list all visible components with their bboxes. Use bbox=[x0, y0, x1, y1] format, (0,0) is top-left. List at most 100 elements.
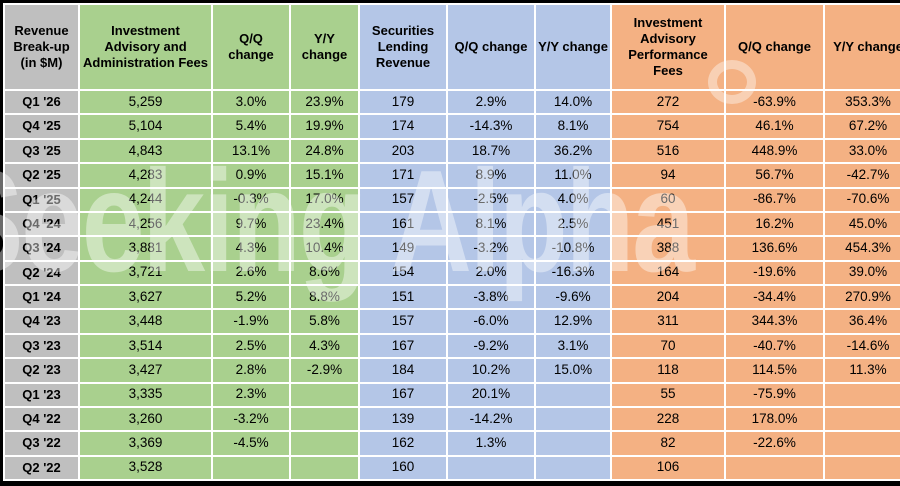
quarter-label: Q3 '24 bbox=[5, 237, 78, 260]
perf-fees-yy-change bbox=[825, 407, 900, 431]
quarter-label: Q4 '25 bbox=[5, 115, 78, 138]
table-row: Q3 '25 4,843 13.1% 24.8% 203 18.7% 36.2% 516 448… bbox=[5, 139, 900, 163]
iaa-fees-value: 3,721 bbox=[80, 261, 211, 284]
sec-lending-qq-change: -14.2% bbox=[448, 407, 534, 431]
perf-fees-qq-change: 56.7% bbox=[726, 164, 823, 187]
iaa-fees-qq-change: 9.7% bbox=[213, 212, 289, 236]
perf-fees-qq-change: -22.6% bbox=[726, 432, 823, 455]
sec-lending-value: 139 bbox=[360, 407, 446, 431]
iaa-fees-yy-change: 8.8% bbox=[291, 286, 358, 309]
iaa-fees-yy-change bbox=[291, 383, 358, 406]
sec-lending-qq-change: 2.0% bbox=[448, 261, 534, 284]
sec-lending-value: 174 bbox=[360, 115, 446, 138]
perf-fees-yy-change: 45.0% bbox=[825, 212, 900, 236]
perf-fees-qq-change bbox=[726, 456, 823, 479]
quarter-label: Q4 '24 bbox=[5, 212, 78, 236]
iaa-fees-qq-change: 0.9% bbox=[213, 164, 289, 187]
iaa-fees-value: 3,427 bbox=[80, 359, 211, 382]
sec-lending-value: 203 bbox=[360, 139, 446, 163]
perf-fees-yy-change bbox=[825, 456, 900, 479]
perf-fees-value: 451 bbox=[612, 212, 724, 236]
sec-lending-yy-change: 36.2% bbox=[536, 139, 610, 163]
iaa-fees-value: 4,244 bbox=[80, 188, 211, 211]
perf-fees-yy-change: 454.3% bbox=[825, 237, 900, 260]
iaa-fees-qq-change: 13.1% bbox=[213, 139, 289, 163]
quarter-label: Q3 '25 bbox=[5, 139, 78, 163]
iaa-fees-qq-change: 2.8% bbox=[213, 359, 289, 382]
quarter-label: Q1 '23 bbox=[5, 383, 78, 406]
sec-lending-yy-change: 2.5% bbox=[536, 212, 610, 236]
iaa-fees-yy-change: 24.8% bbox=[291, 139, 358, 163]
table-row: Q4 '25 5,104 5.4% 19.9% 174 -14.3% 8.1% 754 46.1… bbox=[5, 115, 900, 138]
iaa-fees-qq-change: 5.2% bbox=[213, 286, 289, 309]
table-row: Q2 '22 3,528 160 106 bbox=[5, 456, 900, 479]
iaa-fees-qq-change: -0.3% bbox=[213, 188, 289, 211]
iaa-fees-qq-change: -3.2% bbox=[213, 407, 289, 431]
iaa-fees-value: 4,283 bbox=[80, 164, 211, 187]
sec-lending-yy-change: 4.0% bbox=[536, 188, 610, 211]
iaa-fees-value: 3,528 bbox=[80, 456, 211, 479]
iaa-fees-qq-change: -4.5% bbox=[213, 432, 289, 455]
sec-lending-value: 161 bbox=[360, 212, 446, 236]
header-perf-fees-yy-change: Y/Y change bbox=[825, 5, 900, 89]
iaa-fees-qq-change: 5.4% bbox=[213, 115, 289, 138]
table-row: Q2 '25 4,283 0.9% 15.1% 171 8.9% 11.0% 94 56.7% -… bbox=[5, 164, 900, 187]
perf-fees-yy-change: -42.7% bbox=[825, 164, 900, 187]
table-row: Q3 '23 3,514 2.5% 4.3% 167 -9.2% 3.1% 70 -40.7% -… bbox=[5, 334, 900, 358]
perf-fees-qq-change: 16.2% bbox=[726, 212, 823, 236]
iaa-fees-value: 3,627 bbox=[80, 286, 211, 309]
perf-fees-yy-change bbox=[825, 432, 900, 455]
sec-lending-value: 149 bbox=[360, 237, 446, 260]
quarter-label: Q2 '22 bbox=[5, 456, 78, 479]
perf-fees-value: 228 bbox=[612, 407, 724, 431]
perf-fees-value: 516 bbox=[612, 139, 724, 163]
sec-lending-yy-change: -10.8% bbox=[536, 237, 610, 260]
table-row: Q3 '24 3,881 4.3% 10.4% 149 -3.2% -10.8% 388 136… bbox=[5, 237, 900, 260]
table-row: Q1 '24 3,627 5.2% 8.8% 151 -3.8% -9.6% 204 -34.4… bbox=[5, 286, 900, 309]
sec-lending-qq-change: -6.0% bbox=[448, 310, 534, 333]
sec-lending-yy-change: -9.6% bbox=[536, 286, 610, 309]
table-row: Q4 '23 3,448 -1.9% 5.8% 157 -6.0% 12.9% 311 344.… bbox=[5, 310, 900, 333]
iaa-fees-value: 3,260 bbox=[80, 407, 211, 431]
quarter-label: Q4 '22 bbox=[5, 407, 78, 431]
sec-lending-qq-change: -3.8% bbox=[448, 286, 534, 309]
sec-lending-value: 151 bbox=[360, 286, 446, 309]
header-iaa-fees: Investment Advisory and Administration F… bbox=[80, 5, 211, 89]
iaa-fees-qq-change: 2.3% bbox=[213, 383, 289, 406]
sec-lending-value: 167 bbox=[360, 334, 446, 358]
sec-lending-value: 157 bbox=[360, 188, 446, 211]
sec-lending-qq-change: 2.9% bbox=[448, 91, 534, 114]
iaa-fees-yy-change: 17.0% bbox=[291, 188, 358, 211]
sec-lending-value: 179 bbox=[360, 91, 446, 114]
sec-lending-qq-change: -2.5% bbox=[448, 188, 534, 211]
table-row: Q1 '26 5,259 3.0% 23.9% 179 2.9% 14.0% 272 -63.9… bbox=[5, 91, 900, 114]
sec-lending-yy-change: 11.0% bbox=[536, 164, 610, 187]
perf-fees-yy-change: 270.9% bbox=[825, 286, 900, 309]
iaa-fees-yy-change: 23.4% bbox=[291, 212, 358, 236]
perf-fees-value: 388 bbox=[612, 237, 724, 260]
iaa-fees-yy-change: 15.1% bbox=[291, 164, 358, 187]
quarter-label: Q2 '23 bbox=[5, 359, 78, 382]
sec-lending-value: 162 bbox=[360, 432, 446, 455]
sec-lending-qq-change: -9.2% bbox=[448, 334, 534, 358]
iaa-fees-value: 5,259 bbox=[80, 91, 211, 114]
perf-fees-yy-change: 353.3% bbox=[825, 91, 900, 114]
iaa-fees-yy-change: 5.8% bbox=[291, 310, 358, 333]
sec-lending-qq-change: 10.2% bbox=[448, 359, 534, 382]
iaa-fees-yy-change bbox=[291, 456, 358, 479]
iaa-fees-value: 4,843 bbox=[80, 139, 211, 163]
header-sec-lending-revenue: Securities Lending Revenue bbox=[360, 5, 446, 89]
perf-fees-value: 70 bbox=[612, 334, 724, 358]
perf-fees-yy-change: 33.0% bbox=[825, 139, 900, 163]
iaa-fees-yy-change: 19.9% bbox=[291, 115, 358, 138]
quarter-label: Q3 '22 bbox=[5, 432, 78, 455]
iaa-fees-yy-change: 4.3% bbox=[291, 334, 358, 358]
sec-lending-yy-change: 8.1% bbox=[536, 115, 610, 138]
iaa-fees-value: 3,448 bbox=[80, 310, 211, 333]
perf-fees-value: 94 bbox=[612, 164, 724, 187]
perf-fees-qq-change: -63.9% bbox=[726, 91, 823, 114]
perf-fees-qq-change: -86.7% bbox=[726, 188, 823, 211]
iaa-fees-value: 3,369 bbox=[80, 432, 211, 455]
